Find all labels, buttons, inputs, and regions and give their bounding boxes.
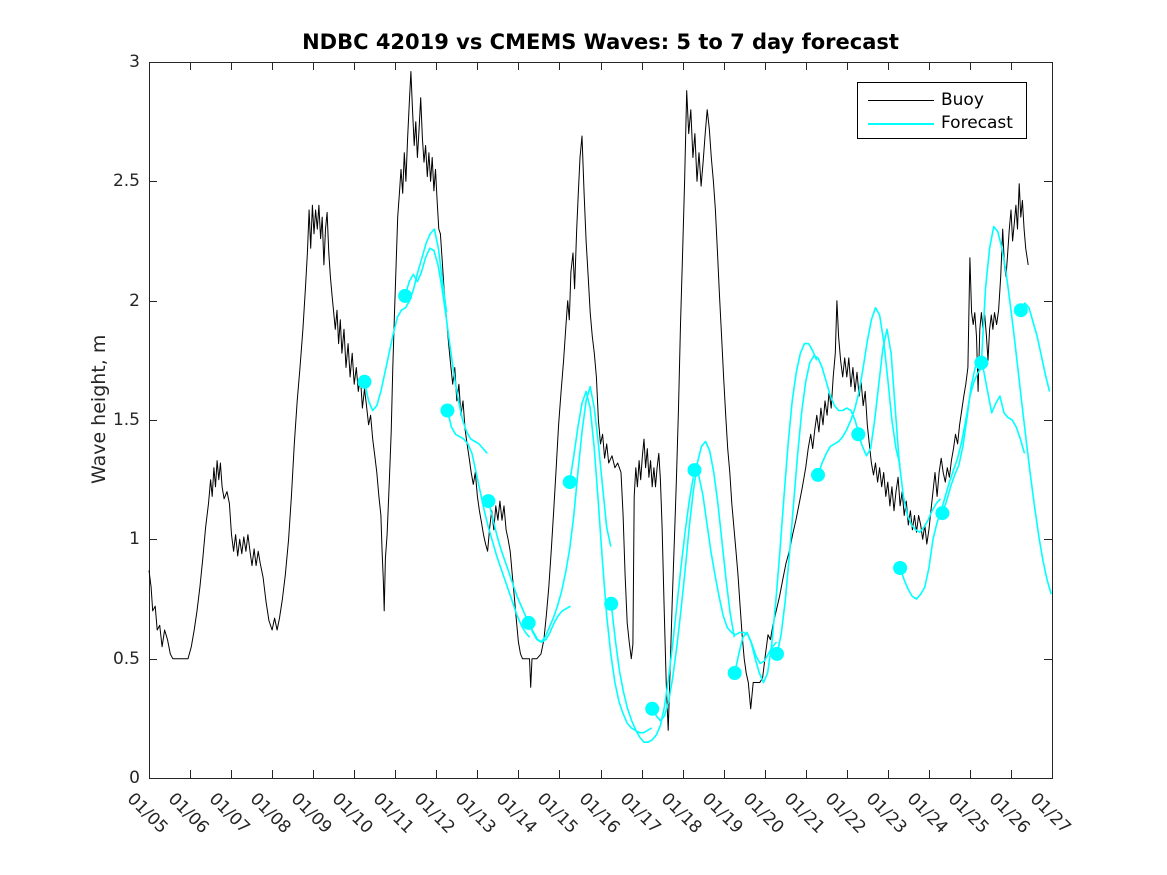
- y-tick-label: 3: [129, 52, 140, 72]
- forecast-start-marker: [357, 374, 372, 389]
- legend-entry-buoy: Buoy: [858, 89, 1026, 112]
- forecast-line: [363, 228, 448, 412]
- forecast-line: [404, 247, 488, 454]
- legend-entry-forecast: Forecast: [858, 112, 1026, 135]
- forecast-start-marker: [398, 288, 413, 303]
- legend: Buoy Forecast: [857, 82, 1027, 139]
- forecast-start-marker: [811, 467, 825, 482]
- forecast-start-marker: [440, 403, 455, 418]
- y-tick-label: 2: [129, 290, 140, 311]
- forecast-start-marker: [851, 427, 866, 442]
- forecast-start-marker: [935, 506, 950, 521]
- forecast-line-sample: [868, 122, 934, 125]
- forecast-start-marker: [521, 615, 536, 630]
- forecast-line: [527, 385, 612, 643]
- y-tick-label: 0: [129, 768, 140, 788]
- forecast-line: [693, 469, 778, 665]
- forecast-start-marker: [770, 646, 784, 661]
- forecast-line: [776, 354, 860, 655]
- forecast-line: [651, 440, 736, 722]
- forecast-line: [941, 361, 1026, 514]
- forecast-start-marker: [974, 355, 989, 370]
- forecast-start-marker: [1013, 303, 1028, 318]
- forecast-line: [817, 306, 901, 476]
- forecast-start-marker: [481, 494, 496, 509]
- chart-title: NDBC 42019 vs CMEMS Waves: 5 to 7 day fo…: [302, 30, 899, 54]
- forecast-line: [568, 390, 653, 734]
- forecast-line: [899, 366, 983, 600]
- buoy-line-sample: [868, 100, 934, 101]
- forecast-start-marker: [562, 475, 577, 490]
- y-tick-label: 1.5: [112, 410, 140, 430]
- y-tick-label: 0.5: [112, 648, 140, 669]
- forecast-line: [857, 328, 942, 534]
- forecast-start-marker: [604, 596, 619, 611]
- y-tick-label: 2.5: [112, 171, 140, 192]
- y-tick-label: 1: [129, 529, 140, 550]
- forecast-line: [446, 410, 531, 638]
- legend-label-buoy: Buoy: [941, 90, 984, 110]
- forecast-start-marker: [645, 701, 660, 716]
- legend-label-forecast: Forecast: [941, 113, 1013, 133]
- buoy-line: [148, 71, 1029, 731]
- forecast-line: [1020, 302, 1051, 392]
- forecast-start-marker: [893, 561, 908, 575]
- forecast-line: [733, 342, 818, 684]
- forecast-line: [610, 477, 695, 744]
- axes-box: [149, 62, 1053, 779]
- forecast-start-marker: [727, 666, 742, 680]
- forecast-line: [980, 225, 1052, 595]
- forecast-start-marker: [687, 463, 702, 478]
